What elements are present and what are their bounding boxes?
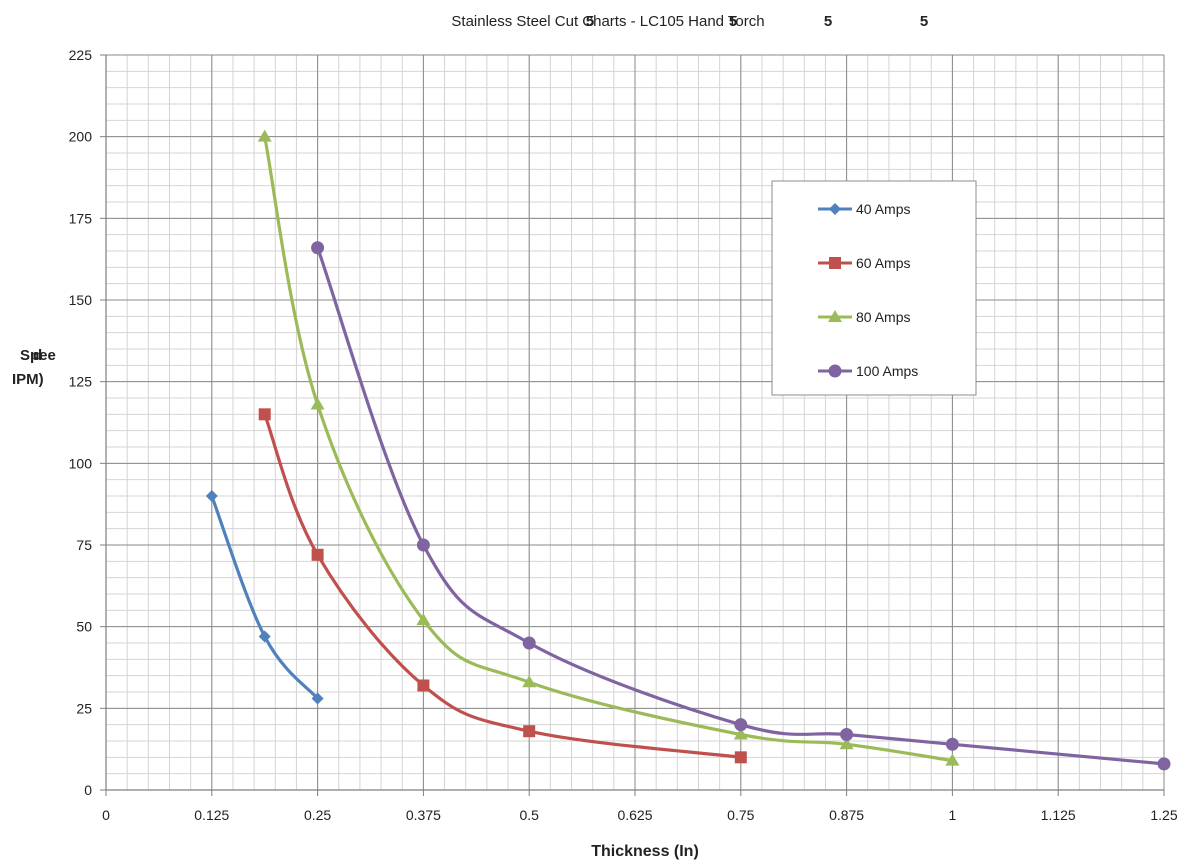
- x-tick-label: 1: [949, 807, 957, 823]
- data-point-40-amps: [311, 692, 324, 705]
- legend-marker-40-amps: [829, 203, 841, 215]
- title-artifact: 5: [824, 13, 832, 30]
- data-point-60-amps: [734, 751, 747, 764]
- x-tick-label: 0.75: [727, 807, 754, 823]
- data-point-80-amps: [839, 737, 854, 750]
- series-line-40-amps: [210, 494, 320, 701]
- legend-label-60-amps: 60 Amps: [856, 255, 910, 271]
- legend: 40 Amps 60 Amps 80 Amps 100 Amps: [771, 180, 977, 396]
- y-tick-label: 175: [69, 210, 93, 226]
- x-tick-label: 1.25: [1150, 807, 1177, 823]
- y-tick-label: 0: [84, 782, 92, 798]
- data-point-80-amps: [416, 613, 431, 626]
- data-point-60-amps: [311, 548, 324, 561]
- legend-marker-60-amps: [829, 257, 841, 269]
- axes: 0 25 50 75 100 125 150 175 200 225 0 0.125 0.25 0.375…: [69, 47, 1178, 823]
- series-line-80-amps: [263, 135, 954, 763]
- legend-label-80-amps: 80 Amps: [856, 309, 910, 325]
- data-point-60-amps: [417, 679, 430, 692]
- title-artifact: 5: [920, 13, 928, 30]
- data-point-60-amps: [523, 725, 536, 738]
- x-axis-label: Thickness (In): [591, 843, 699, 860]
- legend-label-100-amps: 100 Amps: [856, 363, 918, 379]
- data-point-80-amps: [257, 129, 272, 142]
- y-tick-label: 25: [76, 700, 92, 716]
- x-tick-label: 0.125: [194, 807, 229, 823]
- x-tick-label: 0.875: [829, 807, 864, 823]
- y-tick-label: 125: [69, 374, 93, 390]
- data-point-100-amps: [311, 241, 325, 255]
- x-tick-label: 0.625: [617, 807, 652, 823]
- title-artifacts: 5 5 5 5: [586, 13, 928, 30]
- legend-label-40-amps: 40 Amps: [856, 201, 910, 217]
- chart-title: Stainless Steel Cut Charts - LC105 Hand …: [451, 13, 764, 30]
- y-tick-label: 50: [76, 619, 92, 635]
- grid: [106, 54, 1165, 790]
- data-point-60-amps: [258, 408, 271, 421]
- chart-text: Stainless Steel Cut Charts - LC105 Hand …: [12, 13, 765, 860]
- x-tick-label: 0: [102, 807, 110, 823]
- y-axis-label-line1: Spee: [20, 347, 56, 364]
- x-tick-label: 0.5: [519, 807, 539, 823]
- data-point-40-amps: [205, 490, 218, 502]
- title-artifact: 5: [586, 13, 594, 30]
- x-tick-label: 1.125: [1041, 807, 1076, 823]
- data-point-80-amps: [733, 727, 748, 740]
- data-point-100-amps: [840, 727, 854, 741]
- data-point-80-amps: [522, 675, 537, 688]
- y-axis-label-line3: IPM): [12, 371, 44, 388]
- legend-marker-80-amps: [828, 310, 842, 322]
- data-point-80-amps: [945, 753, 960, 766]
- legend-marker-100-amps: [828, 364, 842, 378]
- y-tick-label: 75: [76, 537, 92, 553]
- data-point-40-amps: [258, 630, 271, 643]
- data-point-100-amps: [522, 636, 536, 650]
- y-tick-label: 150: [69, 292, 93, 308]
- data-point-100-amps: [945, 737, 959, 751]
- title-artifact: 5: [729, 13, 737, 30]
- data-point-100-amps: [734, 718, 748, 732]
- data-point-100-amps: [1157, 757, 1171, 771]
- y-tick-label: 225: [69, 47, 93, 63]
- data-point-80-amps: [310, 397, 325, 410]
- series-group: [205, 129, 1171, 771]
- x-tick-label: 0.25: [304, 807, 331, 823]
- y-axis-label-line2: d: [33, 347, 42, 364]
- y-tick-label: 100: [69, 455, 93, 471]
- data-point-100-amps: [416, 538, 430, 552]
- y-tick-label: 200: [69, 129, 93, 145]
- x-tick-label: 0.375: [406, 807, 441, 823]
- legend-box: [771, 180, 977, 396]
